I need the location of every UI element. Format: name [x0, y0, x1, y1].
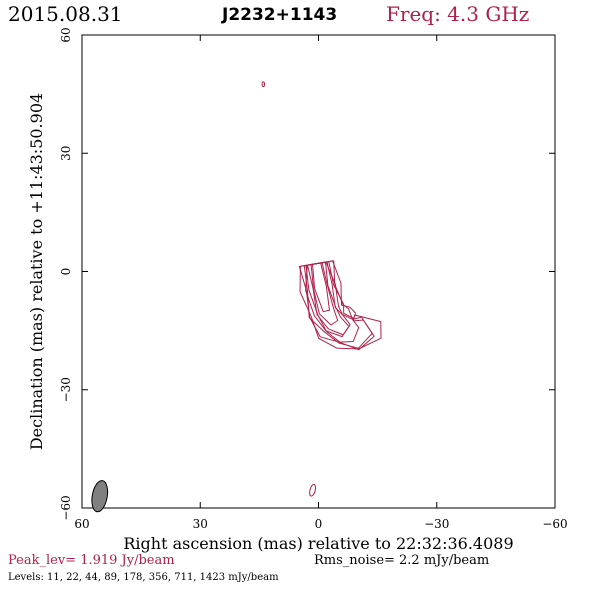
y-tick-label: −60 [59, 495, 73, 520]
frequency-label: Freq: 4.3 GHz [386, 2, 530, 26]
beam-shape [91, 480, 109, 513]
y-tick-label: −30 [59, 377, 73, 402]
y-tick-label: 60 [59, 27, 73, 42]
contour-level-1 [299, 260, 382, 350]
peak-level: Peak_lev= 1.919 Jy/beam [8, 553, 175, 568]
x-tick-label: 30 [193, 517, 208, 531]
tick-marks [81, 34, 556, 509]
contour-level-8 [312, 262, 330, 313]
beam-ellipse [91, 480, 109, 513]
contour-level-5 [305, 261, 351, 338]
x-tick-labels: 60 30 0 −30 −60 [74, 517, 567, 531]
x-tick-label: 60 [74, 517, 89, 531]
contour-level-3 [303, 261, 373, 349]
rms-noise: Rms_noise= 2.2 mJy/beam [314, 553, 490, 568]
x-tick-label: −30 [424, 517, 449, 531]
contour-level-6 [307, 261, 350, 336]
contour-level-7 [310, 262, 339, 326]
y-tick-label: 0 [59, 268, 73, 276]
y-tick-labels: 60 30 0 −30 −60 [59, 27, 73, 520]
x-tick-label: −60 [542, 517, 567, 531]
y-tick-label: 30 [59, 146, 73, 161]
contour-levels: Levels: 11, 22, 44, 89, 178, 356, 711, 1… [8, 572, 279, 583]
x-tick-label: 0 [315, 517, 323, 531]
contour-spot-south [309, 483, 317, 497]
y-axis-label: Declination (mas) relative to +11:43:50.… [27, 93, 46, 450]
x-axis-label: Right ascension (mas) relative to 22:32:… [123, 534, 513, 553]
contour-level-4 [305, 261, 360, 343]
observation-date: 2015.08.31 [8, 2, 123, 26]
contour-level-2 [298, 260, 375, 351]
contour-spot-north [261, 81, 266, 88]
source-name: J2232+1143 [222, 5, 338, 25]
contour-lines [261, 81, 382, 497]
plot-frame [81, 34, 556, 509]
